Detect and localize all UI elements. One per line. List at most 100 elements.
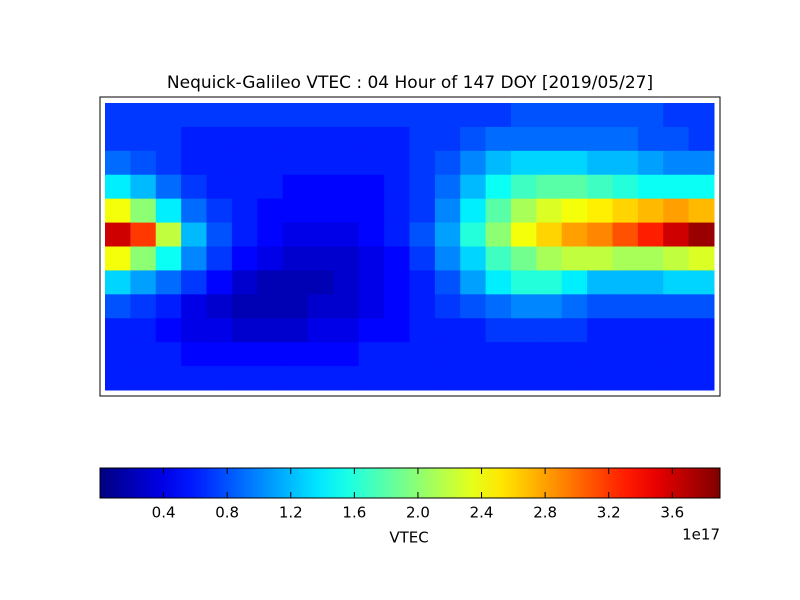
heat-cell [663,294,690,319]
heat-cell [536,103,563,128]
heat-cell [105,366,131,391]
heat-cell [460,294,487,319]
heat-cell [358,270,385,295]
colorbar-tick-label: 0.4 [152,504,176,522]
heat-cell [333,246,360,271]
heat-cell [612,294,639,319]
heat-cell [460,222,487,247]
heat-cell [358,342,385,367]
heat-cell [130,366,157,391]
heat-cell [688,270,715,295]
heat-cell [308,342,334,367]
heat-cell [257,198,284,224]
heat-cell [587,270,613,295]
heat-cell [663,246,690,271]
heat-cell [612,150,639,176]
heat-cell [637,294,664,319]
heat-cell [637,126,664,152]
heat-cell [358,318,385,343]
heat-cell [181,246,207,271]
heat-cell [485,174,512,200]
heat-cell [663,150,690,176]
heat-cell [206,294,233,319]
heat-cell [511,342,537,367]
heat-cell [333,103,360,128]
heat-cell [409,246,436,271]
heat-cell [282,246,309,271]
heat-cell [409,103,436,128]
colorbar-tick-label: 2.8 [533,504,557,522]
heat-cell [333,270,360,295]
heat-cell [637,222,664,247]
heat-cell [637,318,664,343]
heat-cell [181,103,207,128]
heat-cell [460,246,487,271]
heat-cell [536,270,563,295]
heat-cell [561,342,588,367]
heat-cell [206,270,233,295]
heat-cell [181,294,207,319]
heat-cell [105,174,131,200]
heat-cell [561,246,588,271]
heat-cell [181,270,207,295]
heat-cell [308,126,334,152]
heat-cell [663,318,690,343]
heat-cell [181,150,207,176]
heat-cell [434,174,461,200]
heat-cell [155,246,182,271]
heat-cell [282,150,309,176]
heat-cell [536,294,563,319]
heat-cell [257,270,284,295]
heat-cell [155,318,182,343]
heat-cell [105,318,131,343]
heat-cell [155,126,182,152]
heat-cell [688,174,715,200]
heat-cell [511,366,537,391]
heat-cell [231,150,258,176]
heat-cell [409,366,436,391]
heat-cell [130,126,157,152]
heat-cell [536,222,563,247]
heat-cell [155,294,182,319]
heat-cell [130,174,157,200]
heat-cell [536,174,563,200]
heat-cell [206,318,233,343]
heat-cell [181,126,207,152]
heat-cell [308,246,334,271]
heat-cell [612,318,639,343]
heat-cell [460,150,487,176]
colorbar-tick-label: 1.2 [279,504,303,522]
heat-cell [587,103,613,128]
heat-cell [130,103,157,128]
heat-cell [308,103,334,128]
heat-cell [637,342,664,367]
heat-cell [688,150,715,176]
heat-cell [181,198,207,224]
heat-cell [155,222,182,247]
heat-cell [536,318,563,343]
heat-cell [130,198,157,224]
heat-cell [155,366,182,391]
heat-cell [688,342,715,367]
heat-cell [688,366,715,391]
colorbar [99,467,721,499]
heat-cell [637,246,664,271]
heat-cell [561,318,588,343]
heat-cell [206,174,233,200]
colorbar-tick-label: 2.4 [470,504,494,522]
heat-cell [511,222,537,247]
heat-cell [105,342,131,367]
heat-cell [181,318,207,343]
heat-cell [612,103,639,128]
heat-cell [460,198,487,224]
heat-cell [206,150,233,176]
heat-cell [130,246,157,271]
heat-cell [181,342,207,367]
heat-cell [384,294,410,319]
heat-cell [561,270,588,295]
heat-cell [587,150,613,176]
heat-cell [637,198,664,224]
heat-cell [536,246,563,271]
heat-cell [308,294,334,319]
heat-cell [130,270,157,295]
